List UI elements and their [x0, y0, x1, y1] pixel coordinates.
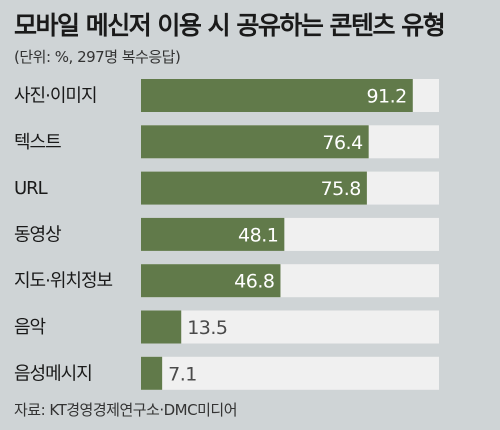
bar	[141, 356, 163, 390]
bar	[141, 125, 369, 159]
bar-track	[141, 310, 439, 344]
data-label: 46.8	[234, 271, 274, 293]
source-note: 자료: KT경영경제연구소·DMC미디어	[14, 401, 238, 419]
category-label: 사진·이미지	[14, 86, 97, 107]
chart-title: 모바일 메신저 이용 시 공유하는 콘텐츠 유형	[14, 11, 446, 40]
bar	[141, 310, 182, 344]
category-label: 음악	[14, 317, 46, 338]
data-label: 91.2	[366, 86, 406, 108]
category-label: 동영상	[14, 224, 61, 245]
bar	[141, 217, 285, 251]
data-label: 7.1	[168, 363, 197, 385]
category-label: 텍스트	[14, 132, 61, 153]
data-label: 76.4	[322, 132, 363, 154]
data-label: 13.5	[187, 317, 227, 339]
category-label: 음성메시지	[14, 363, 92, 384]
bar	[141, 79, 413, 112]
bar-track	[141, 356, 439, 390]
data-label: 48.1	[238, 224, 278, 246]
category-label: URL	[14, 178, 48, 199]
bar	[141, 264, 281, 298]
bar	[141, 171, 367, 205]
category-label: 지도·위치정보	[14, 271, 113, 292]
chart-subtitle: (단위: %, 297명 복수응답)	[14, 48, 181, 66]
data-label: 75.8	[321, 178, 361, 200]
